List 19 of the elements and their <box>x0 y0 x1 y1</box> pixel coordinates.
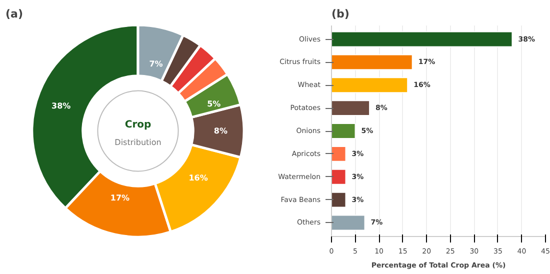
bar <box>332 168 346 185</box>
text: Distribution <box>114 138 162 147</box>
data-label: 7% <box>149 60 163 69</box>
bar <box>332 214 366 231</box>
data-label: 16% <box>188 173 208 182</box>
bar <box>332 100 370 116</box>
bar <box>332 123 356 139</box>
bar <box>332 77 408 94</box>
bar <box>332 146 346 162</box>
data-label: 17% <box>110 193 130 202</box>
data-label: 38% <box>52 101 71 110</box>
bar <box>332 192 346 208</box>
chart-title: (b) <box>332 8 350 20</box>
bar <box>332 54 413 70</box>
chart-title: (a) <box>6 8 23 20</box>
data-label: 5% <box>207 99 221 108</box>
text: Crop <box>124 119 152 130</box>
data-label: 8% <box>214 126 228 136</box>
bar <box>332 31 513 48</box>
